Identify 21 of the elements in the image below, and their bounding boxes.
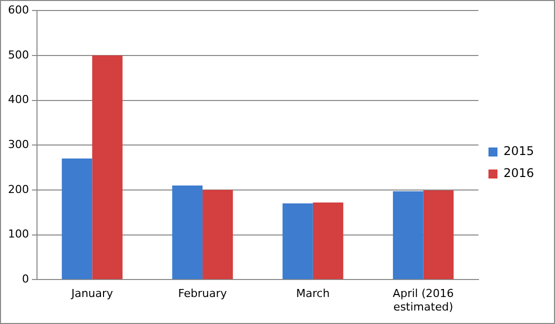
bar — [282, 203, 313, 280]
x-tick-label: February — [178, 287, 228, 300]
bar — [92, 55, 123, 280]
y-tick-label: 200 — [8, 182, 29, 196]
x-tick-label: March — [296, 287, 330, 300]
bar — [62, 158, 92, 280]
x-tick-label: April (2016 estimated) — [392, 287, 454, 314]
legend-label: 2016 — [503, 166, 534, 180]
bar — [202, 190, 233, 280]
legend-label: 2015 — [503, 144, 534, 158]
y-tick-label: 500 — [8, 48, 29, 62]
bar — [392, 191, 424, 280]
y-tick-label: 0 — [22, 272, 29, 286]
y-tick-label: 600 — [8, 3, 29, 16]
bar — [423, 190, 454, 280]
y-tick-label: 100 — [8, 228, 29, 241]
bar — [172, 185, 203, 280]
y-tick-label: 400 — [8, 93, 29, 106]
y-tick-label: 300 — [8, 138, 29, 151]
x-tick-label: January — [70, 287, 114, 300]
bar — [312, 202, 344, 280]
